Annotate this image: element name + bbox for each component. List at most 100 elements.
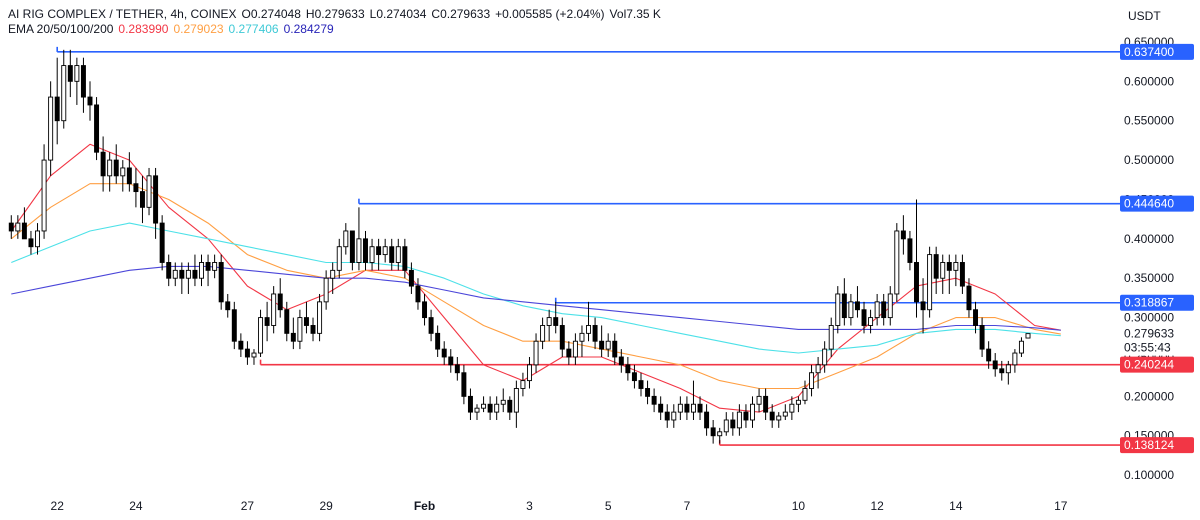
candle[interactable] — [297, 309, 303, 350]
candle[interactable] — [474, 404, 480, 420]
candle[interactable] — [953, 254, 959, 287]
candles[interactable] — [8, 49, 1031, 444]
candle[interactable] — [795, 396, 801, 413]
candle[interactable] — [638, 372, 644, 397]
currency-label[interactable]: USDT — [1128, 9, 1161, 23]
candle[interactable] — [881, 293, 887, 326]
candle[interactable] — [133, 167, 139, 208]
candle[interactable] — [271, 286, 277, 334]
candle[interactable] — [363, 230, 368, 271]
candle[interactable] — [599, 325, 605, 357]
candle[interactable] — [822, 341, 828, 373]
candle[interactable] — [776, 412, 782, 428]
candle[interactable] — [395, 238, 401, 271]
candle[interactable] — [356, 207, 362, 271]
candle[interactable] — [402, 238, 408, 279]
candle[interactable] — [559, 317, 565, 357]
candle[interactable] — [126, 152, 132, 192]
candle[interactable] — [369, 238, 375, 271]
candle[interactable] — [330, 262, 336, 294]
candle[interactable] — [159, 215, 165, 271]
candle[interactable] — [290, 317, 296, 350]
candle[interactable] — [756, 388, 762, 413]
candle[interactable] — [723, 412, 729, 436]
candle[interactable] — [874, 293, 880, 326]
candle[interactable] — [782, 404, 788, 420]
candle[interactable] — [120, 160, 126, 192]
candle[interactable] — [15, 215, 21, 239]
candle[interactable] — [41, 144, 47, 239]
candle[interactable] — [645, 380, 651, 405]
candle[interactable] — [48, 81, 54, 176]
candle[interactable] — [579, 325, 585, 357]
candle[interactable] — [218, 254, 224, 310]
candle[interactable] — [671, 404, 677, 428]
candle[interactable] — [284, 301, 290, 342]
candle[interactable] — [887, 286, 893, 326]
candle[interactable] — [697, 396, 703, 420]
candle[interactable] — [743, 404, 749, 428]
candle[interactable] — [336, 238, 342, 279]
candle[interactable] — [74, 57, 80, 105]
candle[interactable] — [100, 136, 106, 192]
candle[interactable] — [684, 396, 690, 420]
candle[interactable] — [900, 215, 906, 255]
candle[interactable] — [979, 317, 985, 357]
price-axis[interactable]: 0.1000000.1500000.2000000.2500000.300000… — [1124, 35, 1174, 482]
candle[interactable] — [179, 262, 185, 294]
candle[interactable] — [841, 278, 847, 326]
candle[interactable] — [441, 341, 447, 365]
candle[interactable] — [277, 278, 283, 318]
candle[interactable] — [835, 286, 841, 334]
candle[interactable] — [986, 341, 992, 369]
candle[interactable] — [238, 333, 244, 357]
candle[interactable] — [107, 152, 113, 192]
candle[interactable] — [586, 301, 592, 342]
candle[interactable] — [408, 262, 414, 294]
candle[interactable] — [999, 360, 1005, 381]
candle[interactable] — [507, 396, 513, 420]
candle[interactable] — [448, 349, 454, 373]
candle[interactable] — [664, 404, 670, 428]
candle[interactable] — [736, 404, 742, 436]
candle[interactable] — [212, 254, 218, 279]
candle[interactable] — [763, 388, 769, 420]
candle[interactable] — [946, 254, 952, 294]
candle[interactable] — [861, 301, 867, 334]
candle[interactable] — [454, 356, 460, 381]
candle[interactable] — [1012, 349, 1018, 373]
candle[interactable] — [717, 427, 723, 444]
candle[interactable] — [828, 317, 834, 357]
candle[interactable] — [868, 309, 874, 334]
candle[interactable] — [533, 333, 539, 373]
candle[interactable] — [153, 167, 159, 239]
candle[interactable] — [343, 223, 349, 255]
candle[interactable] — [553, 301, 559, 334]
candle[interactable] — [802, 380, 808, 405]
candle[interactable] — [933, 246, 939, 294]
candle[interactable] — [815, 356, 821, 389]
candle[interactable] — [1018, 337, 1024, 357]
candle[interactable] — [376, 238, 382, 271]
candle[interactable] — [225, 293, 231, 318]
candle[interactable] — [54, 57, 60, 145]
candle[interactable] — [264, 301, 270, 342]
candle[interactable] — [750, 396, 755, 428]
candle[interactable] — [920, 278, 926, 334]
candle[interactable] — [113, 144, 119, 184]
candle[interactable] — [231, 301, 237, 350]
candle[interactable] — [540, 317, 546, 350]
candle[interactable] — [710, 419, 716, 444]
candle[interactable] — [166, 254, 172, 287]
candle[interactable] — [185, 262, 191, 294]
candle[interactable] — [199, 254, 204, 287]
candle[interactable] — [303, 301, 309, 334]
candle[interactable] — [625, 356, 631, 381]
candle[interactable] — [389, 238, 395, 271]
candle[interactable] — [244, 341, 250, 365]
candle[interactable] — [940, 254, 946, 294]
candle[interactable] — [566, 341, 572, 365]
candle[interactable] — [422, 293, 428, 326]
candle[interactable] — [854, 286, 860, 318]
candle[interactable] — [382, 238, 388, 263]
